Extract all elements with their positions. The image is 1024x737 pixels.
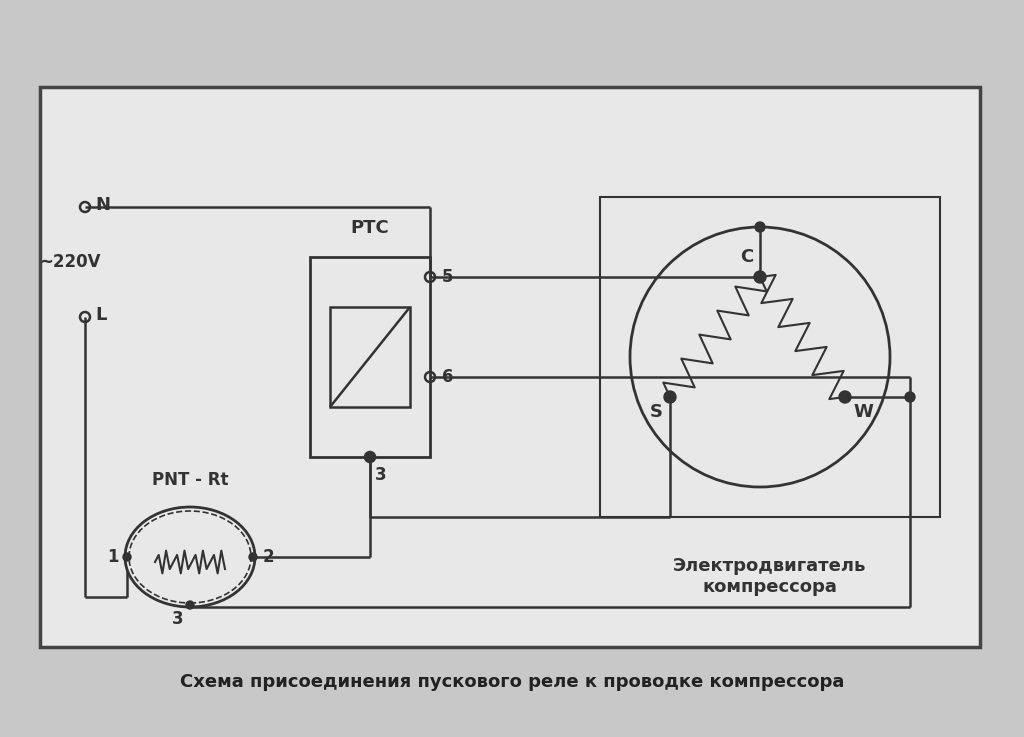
Circle shape xyxy=(665,392,675,402)
Circle shape xyxy=(664,391,676,403)
Circle shape xyxy=(123,553,131,561)
Text: N: N xyxy=(95,196,110,214)
Circle shape xyxy=(249,553,257,561)
Text: S: S xyxy=(650,403,663,421)
Circle shape xyxy=(840,392,850,402)
Text: L: L xyxy=(95,306,106,324)
Text: Схема присоединения пускового реле к проводке компрессора: Схема присоединения пускового реле к про… xyxy=(180,673,844,691)
Circle shape xyxy=(905,392,915,402)
Text: C: C xyxy=(740,248,754,266)
Circle shape xyxy=(186,601,194,609)
Text: PNT - Rt: PNT - Rt xyxy=(152,471,228,489)
Text: 1: 1 xyxy=(106,548,119,566)
Text: ~220V: ~220V xyxy=(39,253,100,271)
Bar xyxy=(600,197,940,517)
Text: 6: 6 xyxy=(442,368,454,386)
Text: Электродвигатель
компрессора: Электродвигатель компрессора xyxy=(674,557,866,595)
Text: PTC: PTC xyxy=(350,219,389,237)
Text: W: W xyxy=(853,403,872,421)
Text: 3: 3 xyxy=(172,610,183,628)
Bar xyxy=(310,257,430,457)
Circle shape xyxy=(365,452,375,462)
Text: 3: 3 xyxy=(375,466,387,484)
Bar xyxy=(40,87,980,647)
Text: 5: 5 xyxy=(442,268,454,286)
Circle shape xyxy=(839,391,851,403)
Circle shape xyxy=(754,271,766,283)
Bar xyxy=(330,307,410,407)
Circle shape xyxy=(755,222,765,232)
Text: 2: 2 xyxy=(263,548,274,566)
Ellipse shape xyxy=(125,507,255,607)
